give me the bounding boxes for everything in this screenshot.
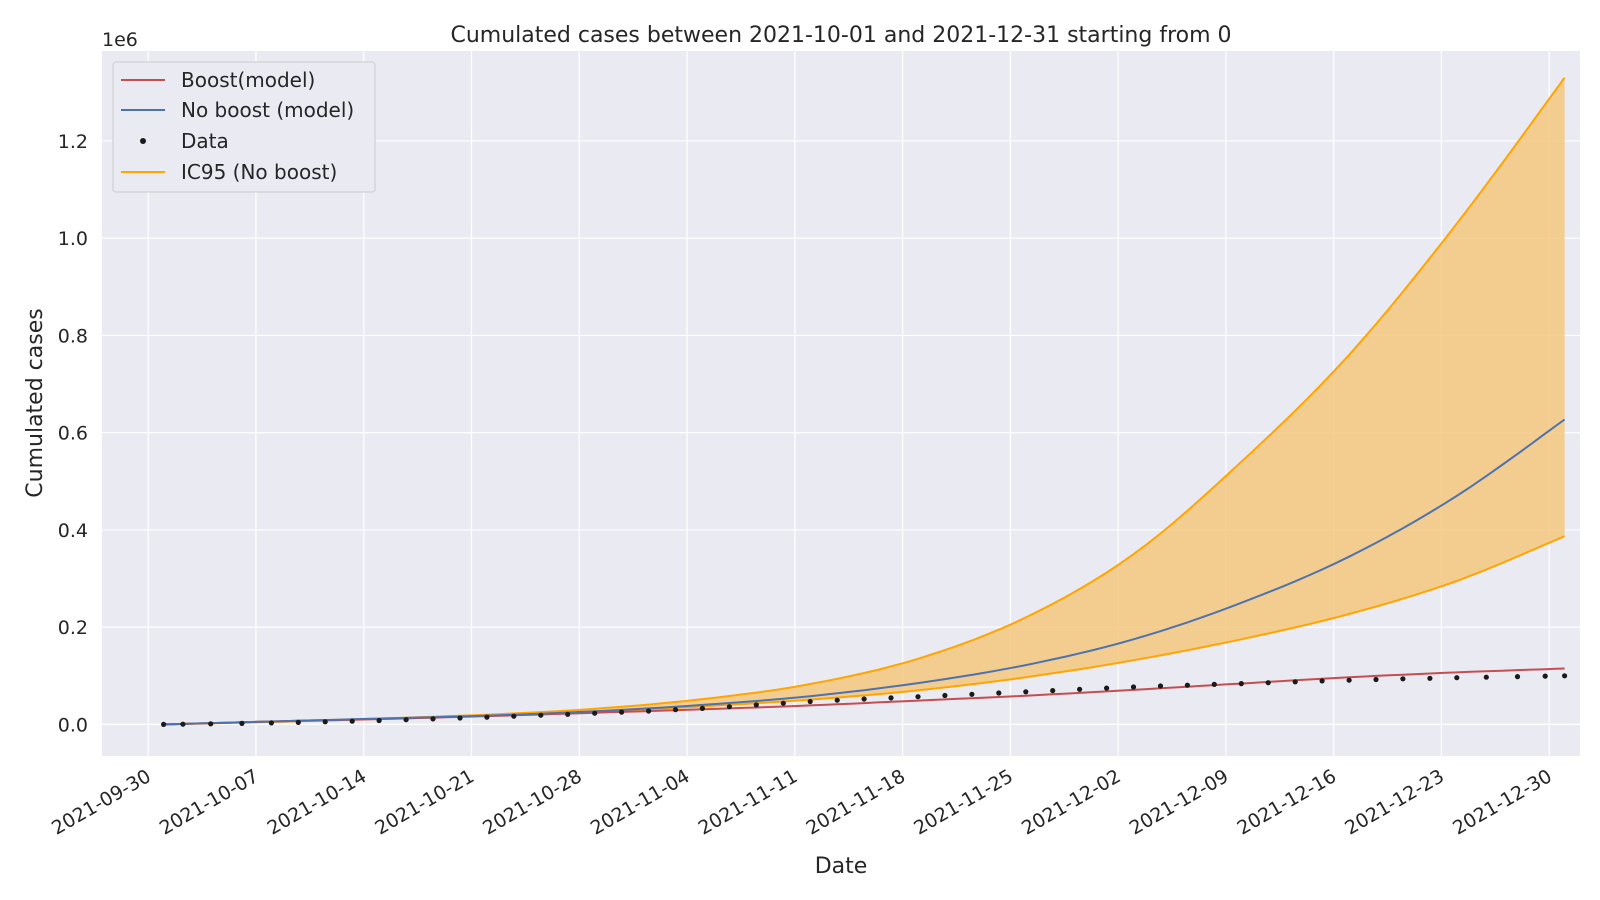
data-point — [457, 715, 463, 721]
data-point — [1319, 678, 1325, 684]
ic95-band-fill — [163, 77, 1565, 725]
data-point — [807, 698, 813, 705]
x-axis-title: Date — [815, 854, 868, 879]
x-tick-label: 2021-12-16 — [1234, 765, 1341, 839]
y-tick-label: 1.0 — [58, 228, 88, 250]
data-point — [349, 718, 355, 724]
y-tick-label: 0.8 — [58, 325, 88, 347]
data-point — [403, 717, 409, 723]
y-ticks: 0.0 0.2 0.4 0.6 0.8 1.0 1.2 — [58, 131, 88, 736]
legend-label-no-boost: No boost (model) — [181, 98, 354, 122]
data-point — [996, 690, 1002, 696]
x-tick-label: 2021-10-07 — [156, 765, 263, 839]
legend-box — [112, 61, 376, 193]
legend-label-ic95: IC95 (No boost) — [181, 160, 337, 184]
x-ticks: 2021-09-30 2021-10-07 2021-10-14 2021-10-21… — [48, 765, 1556, 839]
data-point — [1346, 677, 1352, 683]
y-tick-label: 0.6 — [58, 423, 88, 445]
data-point — [295, 719, 301, 726]
x-tick-label: 2021-11-25 — [910, 765, 1017, 839]
data-point — [1211, 681, 1217, 688]
data-point — [1483, 674, 1489, 680]
data-point — [834, 697, 840, 703]
chart-title: Cumulated cases between 2021-10-01 and 2… — [450, 23, 1231, 48]
data-point — [1292, 679, 1298, 685]
data-point — [699, 705, 706, 712]
data-point — [672, 707, 679, 713]
data-point — [1454, 675, 1460, 681]
data-point — [888, 695, 894, 701]
data-point — [942, 692, 948, 699]
data-points — [161, 673, 1568, 728]
data-point — [753, 702, 759, 708]
data-point — [915, 694, 921, 700]
data-point — [1077, 686, 1083, 692]
legend-swatch-data — [140, 138, 146, 144]
data-point — [1542, 673, 1548, 679]
x-tick-label: 2021-10-28 — [479, 765, 586, 839]
data-point — [161, 721, 167, 728]
data-point — [484, 714, 490, 720]
data-point — [619, 709, 625, 715]
x-tick-label: 2021-10-21 — [371, 765, 478, 839]
data-point — [780, 700, 786, 706]
legend: Boost(model) No boost (model) Data IC95 … — [112, 61, 376, 193]
data-point — [239, 720, 245, 727]
x-tick-label: 2021-12-09 — [1126, 765, 1233, 839]
data-point — [969, 691, 975, 697]
data-point — [1265, 680, 1271, 686]
data-point — [538, 712, 544, 718]
x-tick-label: 2021-10-14 — [264, 765, 371, 839]
y-tick-label: 0.2 — [58, 617, 88, 639]
y-tick-label: 0.4 — [58, 520, 88, 542]
data-point — [1157, 683, 1164, 689]
data-point — [1104, 685, 1110, 691]
x-tick-label: 2021-09-30 — [48, 765, 155, 839]
data-point — [1514, 674, 1521, 680]
data-point — [511, 713, 517, 719]
data-point — [322, 719, 328, 725]
data-point — [1238, 681, 1244, 687]
data-point — [646, 708, 652, 714]
y-axis-title: Cumulated cases — [23, 308, 48, 497]
y-tick-label: 0.0 — [58, 714, 88, 736]
data-point — [1184, 682, 1190, 688]
x-tick-label: 2021-11-04 — [587, 765, 694, 839]
legend-label-data: Data — [181, 129, 229, 153]
data-point — [268, 720, 274, 726]
data-point — [1562, 673, 1568, 679]
series-line-no-boost-model — [163, 418, 1566, 726]
data-point — [1373, 676, 1379, 683]
data-point — [180, 721, 186, 727]
data-point — [1427, 675, 1433, 681]
data-point — [565, 711, 571, 717]
x-tick-label: 2021-11-11 — [695, 765, 802, 839]
x-tick-label: 2021-12-23 — [1341, 765, 1448, 839]
y-tick-label: 1.2 — [58, 131, 88, 153]
data-point — [726, 704, 733, 710]
legend-label-boost: Boost(model) — [181, 68, 315, 92]
x-tick-label: 2021-11-18 — [802, 765, 909, 839]
data-point — [592, 710, 598, 716]
data-point — [1023, 689, 1029, 695]
data-point — [430, 716, 436, 722]
data-point — [376, 717, 382, 724]
data-point — [1050, 688, 1056, 694]
data-point — [861, 696, 867, 702]
data-point — [208, 721, 214, 727]
y-scale-label: 1e6 — [102, 29, 138, 51]
x-tick-label: 2021-12-30 — [1449, 765, 1556, 839]
data-point — [1400, 676, 1406, 682]
series-lines — [163, 418, 1566, 726]
data-point — [1130, 684, 1137, 690]
x-tick-label: 2021-12-02 — [1018, 765, 1125, 839]
